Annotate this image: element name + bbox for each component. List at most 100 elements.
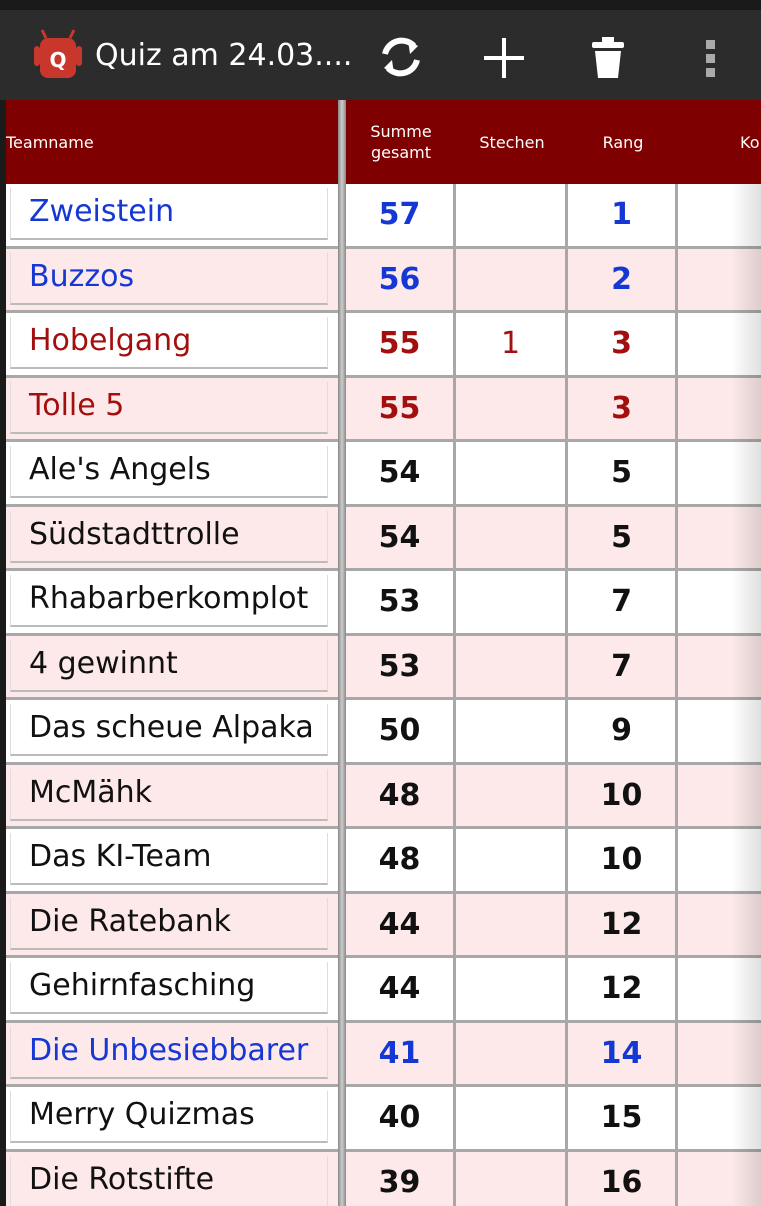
- team-name[interactable]: Gehirnfasching: [10, 962, 328, 1014]
- extra-cell: [678, 571, 761, 636]
- app-icon: Q: [34, 29, 82, 78]
- extra-cell: [678, 184, 761, 249]
- sum-cell: 50: [346, 700, 456, 765]
- extra-cell: [678, 765, 761, 829]
- rank-cell: 15: [568, 1087, 678, 1152]
- team-name[interactable]: Das KI-Team: [10, 833, 328, 885]
- rank-cell: 12: [568, 958, 678, 1023]
- team-name[interactable]: Buzzos: [10, 252, 328, 305]
- team-name[interactable]: Das scheue Alpaka: [10, 704, 328, 756]
- table-row: Die Unbesiebbarer 41 14: [6, 1022, 761, 1087]
- rank-cell: 14: [568, 1022, 678, 1087]
- sum-cell: 44: [346, 893, 456, 958]
- team-name[interactable]: 4 gewinnt: [10, 639, 328, 692]
- team-name[interactable]: Merry Quizmas: [10, 1091, 328, 1143]
- sum-cell: 44: [346, 958, 456, 1023]
- team-name[interactable]: Die Unbesiebbarer: [10, 1026, 328, 1079]
- name-cell: Ale's Angels: [6, 442, 338, 507]
- tiebreak-cell: [456, 571, 568, 636]
- app-bar-icons: Q: [34, 29, 715, 78]
- extra-cell: [678, 958, 761, 1023]
- team-name[interactable]: McMähk: [10, 768, 328, 821]
- tiebreak-cell: [456, 184, 568, 249]
- table-row: Die Rotstifte 39 16: [6, 1151, 761, 1206]
- name-cell: Merry Quizmas: [6, 1087, 338, 1152]
- sum-cell: 41: [346, 1022, 456, 1087]
- team-name[interactable]: Die Ratebank: [10, 897, 328, 950]
- tiebreak-cell: [456, 635, 568, 700]
- sum-cell: 55: [346, 377, 456, 442]
- extra-cell: [678, 700, 761, 765]
- name-cell: Das scheue Alpaka: [6, 700, 338, 765]
- refresh-button[interactable]: [382, 37, 420, 77]
- team-name[interactable]: Rhabarberkomplot: [10, 575, 328, 627]
- tiebreak-cell: [456, 248, 568, 313]
- table-row: Südstadttrolle 54 5: [6, 506, 761, 571]
- team-name[interactable]: Die Rotstifte: [10, 1155, 328, 1206]
- tiebreak-cell: [456, 893, 568, 958]
- extra-cell: [678, 378, 761, 442]
- table-row: Tolle 5 55 3: [6, 377, 761, 442]
- rank-cell: 2: [568, 248, 678, 313]
- team-name[interactable]: Ale's Angels: [10, 446, 328, 498]
- sum-cell: 48: [346, 829, 456, 894]
- extra-cell: [678, 313, 761, 378]
- rank-cell: 9: [568, 700, 678, 765]
- app-bar: Q Quiz am 24.03....: [0, 10, 761, 100]
- team-name[interactable]: Hobelgang: [10, 317, 328, 369]
- extra-cell: [678, 894, 761, 958]
- table-header: Teamname Summe gesamt Stechen Rang Ko: [6, 100, 761, 184]
- name-cell: Die Rotstifte: [6, 1152, 338, 1206]
- table-row: Die Ratebank 44 12: [6, 893, 761, 958]
- name-cell: Die Ratebank: [6, 894, 338, 958]
- overflow-menu[interactable]: [706, 40, 715, 77]
- extra-cell: [678, 829, 761, 894]
- name-cell: Das KI-Team: [6, 829, 338, 894]
- sum-cell: 39: [346, 1151, 456, 1206]
- tiebreak-cell: [456, 829, 568, 894]
- sum-cell: 57: [346, 184, 456, 249]
- name-cell: McMähk: [6, 765, 338, 829]
- name-cell: Zweistein: [6, 184, 338, 249]
- tiebreak-cell: [456, 764, 568, 829]
- table-row: Hobelgang 55 1 3: [6, 313, 761, 378]
- delete-button[interactable]: [592, 37, 624, 78]
- tiebreak-cell: [456, 506, 568, 571]
- name-cell: 4 gewinnt: [6, 636, 338, 700]
- name-cell: Buzzos: [6, 249, 338, 313]
- rank-cell: 10: [568, 829, 678, 894]
- table-row: 4 gewinnt 53 7: [6, 635, 761, 700]
- team-name[interactable]: Zweistein: [10, 188, 328, 240]
- sum-cell: 54: [346, 506, 456, 571]
- team-name[interactable]: Südstadttrolle: [10, 510, 328, 563]
- column-header: Ko: [740, 132, 760, 152]
- rank-cell: 16: [568, 1151, 678, 1206]
- sum-cell: 53: [346, 571, 456, 636]
- sum-cell: 56: [346, 248, 456, 313]
- sum-cell: 54: [346, 442, 456, 507]
- rank-cell: 7: [568, 571, 678, 636]
- tiebreak-cell: [456, 1151, 568, 1206]
- table-row: Das KI-Team 48 10: [6, 829, 761, 894]
- extra-cell: [678, 636, 761, 700]
- table-row: Zweistein 57 1: [6, 184, 761, 249]
- team-name[interactable]: Tolle 5: [10, 381, 328, 434]
- sum-cell: 53: [346, 635, 456, 700]
- add-button[interactable]: [484, 38, 524, 78]
- name-cell: Hobelgang: [6, 313, 338, 378]
- extra-cell: [678, 249, 761, 313]
- extra-cell: [678, 1023, 761, 1087]
- tiebreak-cell: [456, 442, 568, 507]
- sum-cell: 55: [346, 313, 456, 378]
- column-divider: [338, 100, 346, 1206]
- rank-cell: 7: [568, 635, 678, 700]
- column-header: Summe gesamt: [370, 122, 432, 162]
- extra-cell: [678, 442, 761, 507]
- tiebreak-cell: 1: [456, 313, 568, 378]
- app-title: Quiz am 24.03....: [95, 38, 353, 73]
- sum-cell: 40: [346, 1087, 456, 1152]
- rank-cell: 10: [568, 764, 678, 829]
- tiebreak-cell: [456, 1087, 568, 1152]
- table-row: Buzzos 56 2: [6, 248, 761, 313]
